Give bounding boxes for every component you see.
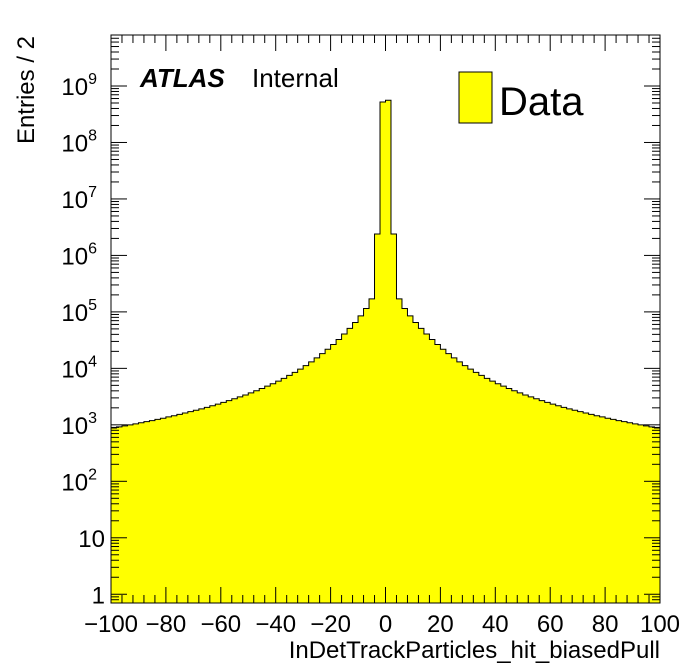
x-tick-label: 60 (537, 611, 564, 638)
atlas-status-label: Internal (252, 63, 339, 93)
x-axis-title: InDetTrackParticles_hit_biasedPull (289, 637, 660, 664)
y-tick-label: 1 (92, 582, 105, 609)
x-tick-label: −40 (255, 611, 296, 638)
y-tick-label: 106 (61, 240, 97, 270)
x-tick-label: 0 (379, 611, 392, 638)
histogram-outline-data (110, 99, 661, 603)
y-tick-label: 104 (61, 353, 97, 383)
y-axis-title: Entries / 2 (13, 36, 40, 144)
x-tick-label: 40 (482, 611, 509, 638)
legend-swatch-data (458, 71, 493, 124)
axis-ticks (110, 34, 661, 604)
y-tick-label: 103 (61, 410, 97, 440)
plot-frame (110, 34, 661, 604)
x-tick-label: −60 (200, 611, 241, 638)
legend-label-data: Data (499, 80, 584, 124)
x-tick-labels: −100 −80 −60 −40 −20 0 20 40 60 80 100 (84, 611, 680, 638)
x-tick-label: 20 (427, 611, 454, 638)
atlas-label: ATLAS (139, 63, 225, 93)
y-tick-labels: 1 10 102 103 104 105 106 107 108 109 (61, 71, 105, 609)
histogram-fill-data (111, 100, 660, 603)
x-tick-label: 80 (592, 611, 619, 638)
x-tick-label: −80 (146, 611, 187, 638)
y-tick-label: 109 (61, 71, 97, 101)
y-tick-label: 102 (61, 466, 97, 496)
y-tick-label: 107 (61, 184, 97, 214)
x-tick-label: −20 (310, 611, 351, 638)
y-tick-label: 108 (61, 127, 97, 157)
y-tick-label: 10 (78, 526, 105, 553)
x-tick-label: −100 (84, 611, 138, 638)
y-tick-label: 105 (61, 297, 97, 327)
x-tick-label: 100 (640, 611, 680, 638)
